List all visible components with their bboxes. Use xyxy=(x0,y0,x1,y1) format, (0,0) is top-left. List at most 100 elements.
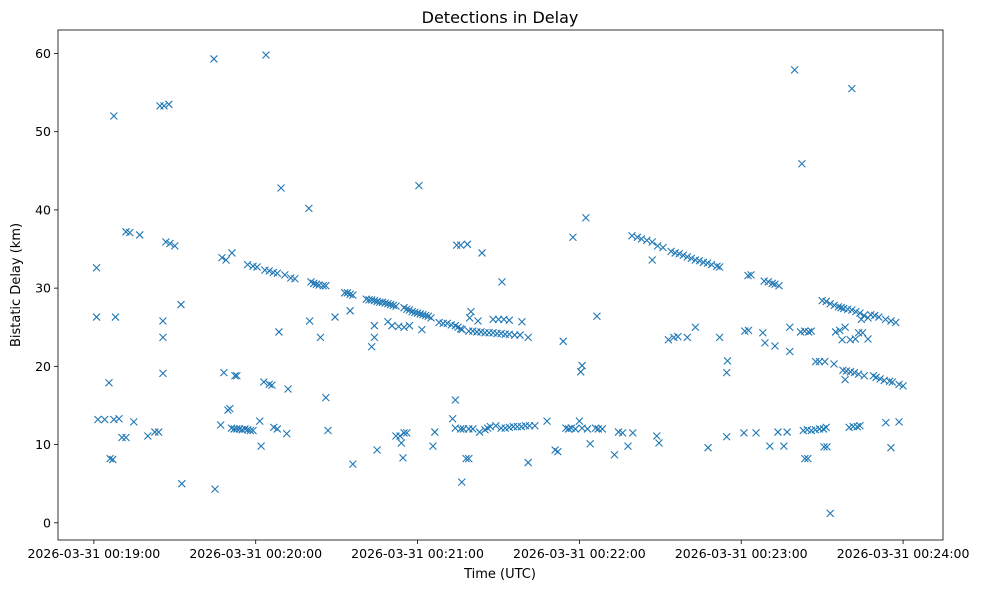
data-point xyxy=(876,374,885,383)
data-point xyxy=(822,297,831,306)
data-point xyxy=(870,311,879,320)
data-point xyxy=(125,228,134,237)
data-point xyxy=(463,240,472,249)
data-point xyxy=(830,301,839,310)
data-point xyxy=(210,55,218,63)
data-point xyxy=(675,249,684,258)
data-point xyxy=(150,428,159,436)
data-point xyxy=(159,333,167,342)
data-point xyxy=(858,328,867,337)
data-point xyxy=(115,414,123,423)
data-point xyxy=(218,253,226,262)
data-point xyxy=(400,323,408,332)
data-point xyxy=(856,421,864,430)
data-point xyxy=(744,326,753,335)
data-point xyxy=(386,300,395,309)
data-point xyxy=(874,313,883,321)
data-point xyxy=(774,428,782,436)
data-point xyxy=(581,213,590,222)
data-point xyxy=(687,254,696,263)
data-point xyxy=(830,360,838,368)
data-point xyxy=(683,252,692,261)
data-point xyxy=(419,310,427,319)
data-point xyxy=(744,271,752,280)
data-point xyxy=(841,323,849,332)
data-point xyxy=(569,233,577,242)
data-point xyxy=(543,417,551,425)
data-point xyxy=(243,260,252,269)
data-point xyxy=(624,442,632,451)
data-point xyxy=(804,328,813,336)
data-point xyxy=(416,310,425,318)
data-point xyxy=(421,311,430,320)
data-point xyxy=(722,432,731,441)
data-point xyxy=(834,303,843,311)
data-point xyxy=(346,290,355,299)
data-point xyxy=(853,422,862,431)
data-point xyxy=(583,425,592,433)
data-point xyxy=(679,251,688,260)
data-point xyxy=(586,439,595,448)
data-point xyxy=(321,393,330,402)
data-point xyxy=(108,455,117,464)
data-point xyxy=(659,243,667,252)
data-point xyxy=(177,300,185,309)
data-point xyxy=(822,423,831,432)
data-point xyxy=(321,281,330,290)
data-point xyxy=(655,439,663,447)
data-point xyxy=(282,429,291,438)
data-point xyxy=(177,479,186,488)
x-axis: 2026-03-31 00:19:00 2026-03-31 00:20:00 20… xyxy=(27,540,970,561)
data-point xyxy=(246,426,255,435)
data-point xyxy=(633,233,642,242)
data-point xyxy=(92,313,101,321)
data-point xyxy=(498,277,506,286)
x-tick-label: 2026-03-31 00:23:00 xyxy=(675,546,808,561)
data-point xyxy=(838,335,847,344)
data-point xyxy=(456,241,465,249)
data-point xyxy=(170,242,179,250)
data-point xyxy=(211,485,219,494)
data-point xyxy=(478,249,486,257)
data-point xyxy=(771,342,779,350)
data-point xyxy=(241,425,249,433)
data-point xyxy=(491,421,500,430)
data-point xyxy=(468,425,477,433)
data-point xyxy=(122,433,130,442)
x-axis-label: Time (UTC) xyxy=(463,567,536,582)
data-point xyxy=(408,307,417,316)
data-point xyxy=(831,328,840,336)
data-point xyxy=(275,328,283,336)
data-point xyxy=(457,478,466,487)
data-points xyxy=(92,51,907,518)
y-tick-label: 0 xyxy=(43,515,51,530)
data-point xyxy=(593,312,601,321)
data-point xyxy=(143,432,152,440)
data-point xyxy=(427,313,435,322)
data-point xyxy=(405,321,414,330)
data-point xyxy=(664,335,673,344)
data-point xyxy=(383,299,392,308)
data-point xyxy=(524,333,533,342)
data-point xyxy=(652,432,661,440)
data-point xyxy=(265,267,274,275)
y-axis-label: Bistatic Delay (km) xyxy=(9,223,24,347)
data-point xyxy=(826,299,835,308)
data-point xyxy=(265,380,274,389)
data-point xyxy=(707,260,716,269)
data-point xyxy=(648,256,657,264)
data-point xyxy=(402,428,411,437)
data-point xyxy=(578,361,586,370)
data-point xyxy=(410,308,419,317)
data-point xyxy=(887,443,895,452)
data-point xyxy=(451,396,460,404)
data-point xyxy=(872,373,880,382)
data-point xyxy=(761,338,769,347)
data-point xyxy=(367,295,376,304)
data-point xyxy=(856,309,864,318)
data-point xyxy=(553,447,562,456)
data-point xyxy=(823,443,831,451)
data-point xyxy=(559,337,568,346)
data-point xyxy=(835,326,844,335)
